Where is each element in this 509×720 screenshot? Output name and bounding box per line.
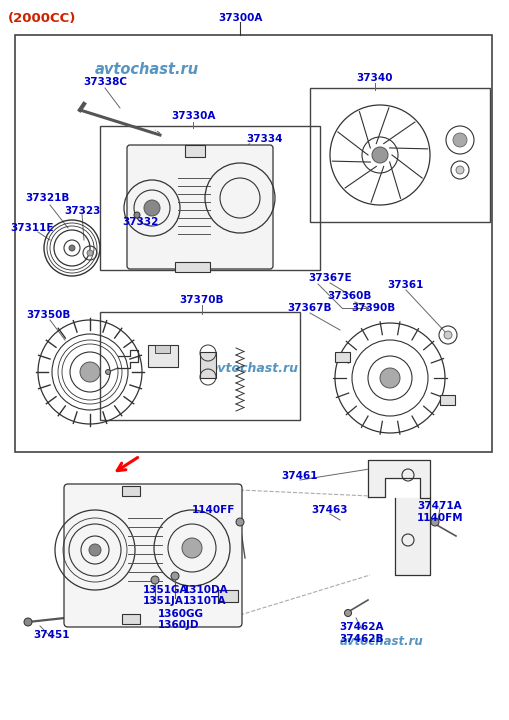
Text: 37361: 37361 [387,280,423,290]
Circle shape [171,572,179,580]
Text: 37461: 37461 [281,471,318,481]
Circle shape [87,250,93,256]
Text: 37340: 37340 [356,73,392,83]
Circle shape [371,147,387,163]
Text: 37462B: 37462B [339,634,383,644]
Text: avtochast.ru: avtochast.ru [95,62,199,77]
Circle shape [105,369,110,374]
Circle shape [134,212,140,218]
Bar [100,126,319,270]
Bar [148,345,178,367]
Text: (2000CC): (2000CC) [8,12,76,25]
Bar [175,262,210,272]
Circle shape [452,133,466,147]
Circle shape [151,576,159,584]
Circle shape [24,618,32,626]
Text: 37471A: 37471A [417,501,461,511]
Text: 1351GA: 1351GA [143,585,188,595]
Text: 37330A: 37330A [171,111,215,121]
Text: 1360JD: 1360JD [158,620,199,630]
Text: 37367E: 37367E [307,273,351,283]
FancyBboxPatch shape [127,145,272,269]
Bar [217,590,238,602]
Circle shape [80,362,100,382]
Text: 1360GG: 1360GG [158,609,204,619]
Bar [100,312,299,420]
Text: 37300A: 37300A [217,13,262,23]
Text: 37338C: 37338C [83,77,127,87]
Polygon shape [394,498,429,575]
Bar [200,352,216,378]
Text: 37332: 37332 [122,217,158,227]
Text: 37370B: 37370B [179,295,224,305]
Text: avtochast.ru: avtochast.ru [340,635,423,648]
Bar [15,35,491,452]
Bar [155,345,169,353]
Text: 37311E: 37311E [10,223,53,233]
Text: 37334: 37334 [246,134,282,144]
Text: 37350B: 37350B [26,310,70,320]
Text: 37462A: 37462A [339,622,383,632]
Circle shape [69,245,75,251]
Text: 37367B: 37367B [287,303,331,313]
Text: 37451: 37451 [34,630,70,640]
Circle shape [344,610,351,616]
Bar [122,486,140,496]
Text: avtochast.ru: avtochast.ru [210,362,298,375]
Text: 1310TA: 1310TA [183,596,226,606]
Text: 37360B: 37360B [327,291,372,301]
Circle shape [379,368,399,388]
Bar [439,395,454,405]
Text: 37323: 37323 [64,206,100,216]
Polygon shape [367,460,429,498]
Circle shape [430,518,438,526]
Circle shape [144,200,160,216]
Bar [309,88,489,222]
Bar [122,614,140,624]
Text: 1310DA: 1310DA [183,585,228,595]
Circle shape [89,544,101,556]
Circle shape [182,538,202,558]
Text: 37390B: 37390B [350,303,394,313]
Circle shape [443,331,451,339]
Text: 1351JA: 1351JA [143,596,184,606]
Text: 37463: 37463 [311,505,348,515]
Text: 1140FF: 1140FF [191,505,234,515]
Circle shape [455,166,463,174]
Text: 1140FM: 1140FM [416,513,462,523]
Circle shape [236,518,243,526]
Text: 37321B: 37321B [25,193,69,203]
Bar [334,352,349,362]
Bar [185,145,205,157]
FancyBboxPatch shape [64,484,242,627]
